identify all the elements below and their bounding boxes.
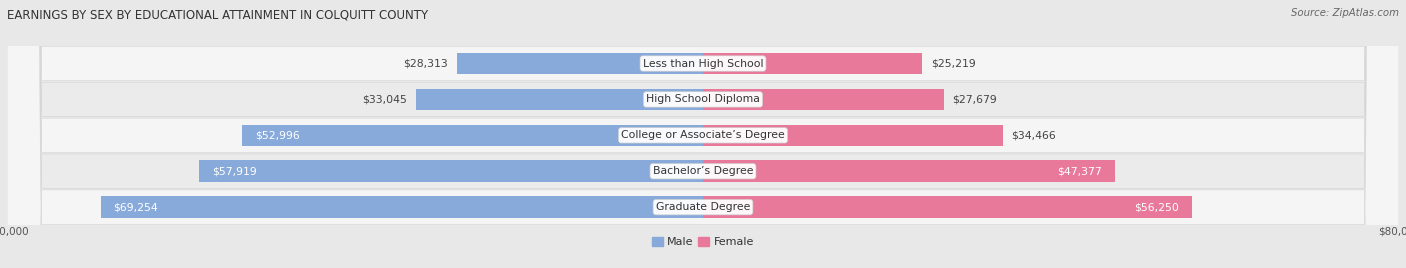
Legend: Male, Female: Male, Female [647, 233, 759, 252]
Text: College or Associate’s Degree: College or Associate’s Degree [621, 130, 785, 140]
Bar [703, 125, 1002, 146]
Bar [457, 53, 703, 74]
FancyBboxPatch shape [7, 0, 1399, 268]
Text: $25,219: $25,219 [931, 58, 976, 69]
Bar [200, 161, 703, 182]
Text: High School Diploma: High School Diploma [647, 94, 759, 105]
Bar [703, 161, 1115, 182]
Text: Bachelor’s Degree: Bachelor’s Degree [652, 166, 754, 176]
Text: $27,679: $27,679 [952, 94, 997, 105]
Text: $57,919: $57,919 [212, 166, 257, 176]
Bar [703, 196, 1192, 218]
Text: $34,466: $34,466 [1011, 130, 1056, 140]
Text: $28,313: $28,313 [404, 58, 449, 69]
Bar [703, 53, 922, 74]
Text: $69,254: $69,254 [114, 202, 159, 212]
Text: $33,045: $33,045 [361, 94, 406, 105]
Text: Graduate Degree: Graduate Degree [655, 202, 751, 212]
Bar [703, 89, 943, 110]
Text: EARNINGS BY SEX BY EDUCATIONAL ATTAINMENT IN COLQUITT COUNTY: EARNINGS BY SEX BY EDUCATIONAL ATTAINMEN… [7, 8, 429, 21]
FancyBboxPatch shape [7, 0, 1399, 268]
Bar [416, 89, 703, 110]
FancyBboxPatch shape [7, 0, 1399, 268]
Bar [242, 125, 703, 146]
FancyBboxPatch shape [7, 0, 1399, 268]
Text: Less than High School: Less than High School [643, 58, 763, 69]
Text: $52,996: $52,996 [254, 130, 299, 140]
Text: $47,377: $47,377 [1057, 166, 1102, 176]
Bar [100, 196, 703, 218]
FancyBboxPatch shape [7, 0, 1399, 268]
Text: $56,250: $56,250 [1135, 202, 1180, 212]
Text: Source: ZipAtlas.com: Source: ZipAtlas.com [1291, 8, 1399, 18]
